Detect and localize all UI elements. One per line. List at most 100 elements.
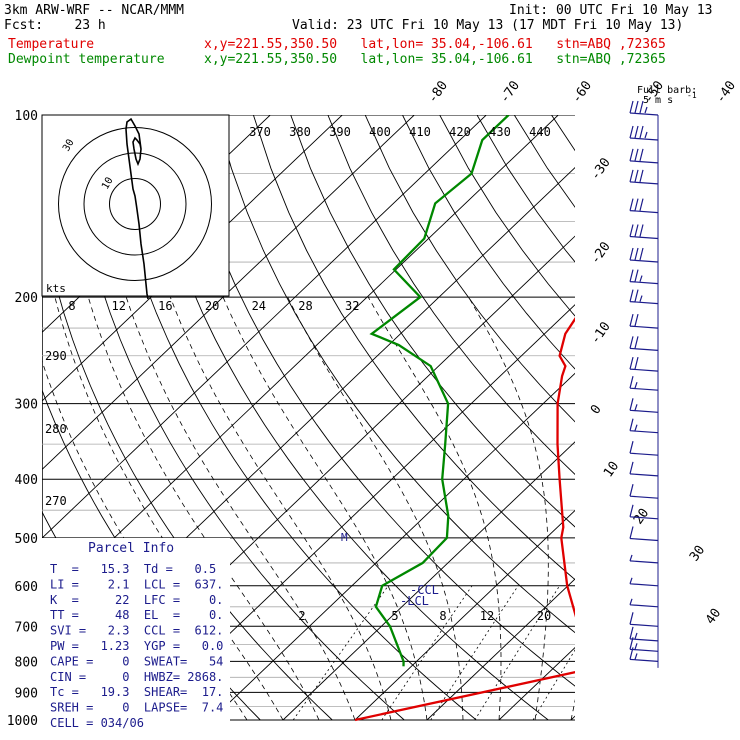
isotherm <box>570 715 575 721</box>
pressure-label: 1000 <box>7 714 38 729</box>
wind-barbs <box>629 100 659 668</box>
pressure-label: 100 <box>15 109 38 124</box>
parcel-info-row: PW = 1.23 YGP = 0.0 <box>50 639 223 653</box>
parcel-info-row: LI = 2.1 LCL = 637. <box>50 577 223 591</box>
theta-label: 390 <box>329 125 351 139</box>
mixing-ratio-line <box>381 585 473 721</box>
pressure-label: 500 <box>15 532 38 547</box>
parcel-info-row: SREH = 0 LAPSE= 7.4 <box>50 701 223 715</box>
isotherm <box>210 372 575 721</box>
isotherm-label: -10 <box>588 319 614 347</box>
mixing-ratio-label: 5 <box>391 609 398 623</box>
model-title: 3km ARW-WRF -- NCAR/MMM <box>4 3 185 18</box>
theta-label: 370 <box>249 125 271 139</box>
wind-barb <box>629 637 659 652</box>
hodograph-box <box>41 114 230 297</box>
isotherm-label: -30 <box>588 155 614 183</box>
wind-barb <box>629 313 659 329</box>
theta-label: 440 <box>529 125 551 139</box>
hodograph-ring <box>109 178 161 230</box>
pressure-label: 600 <box>15 580 38 595</box>
barb-legend-title: Full barb: <box>637 85 697 96</box>
dry-adiabat <box>626 115 740 720</box>
dewpoint-trace <box>369 115 510 667</box>
barb-legend-units: -1 <box>687 91 697 100</box>
isotherm-label: -60 <box>569 78 595 106</box>
dry-adiabat <box>290 115 575 528</box>
wind-barb <box>629 461 659 477</box>
moist-adiabat <box>87 296 320 721</box>
temperature-legend: Temperature <box>8 37 95 52</box>
parcel-info-row: Tc = 19.3 SHEAR= 17. <box>50 685 223 699</box>
dry-adiabat <box>589 115 740 720</box>
dry-adiabat <box>513 115 575 208</box>
theta-label: 380 <box>289 125 311 139</box>
wind-barb <box>629 418 659 434</box>
theta-label: 280 <box>45 422 67 436</box>
wind-barb <box>629 577 659 587</box>
wind-barb <box>629 598 659 608</box>
wind-barb <box>629 356 659 372</box>
dry-adiabat <box>439 115 575 317</box>
isotherm <box>42 115 487 539</box>
parcel-info-row: CAPE = 0 SWEAT= 54 <box>50 654 223 668</box>
dry-adiabat <box>178 115 575 687</box>
parcel-info-row: CELL = 034/06 <box>50 716 144 730</box>
theta-label: 400 <box>369 125 391 139</box>
dewpoint-location: x,y=221.55,350.50 lat,lon= 35.04,-106.61… <box>204 52 666 67</box>
pressure-label: 800 <box>15 655 38 670</box>
hodograph-speed-label: 32 <box>345 299 359 313</box>
isotherm <box>354 509 575 721</box>
theta-label: 290 <box>45 349 67 363</box>
parcel-info-box: Parcel Info T = 15.3 Td = 0.5LI = 2.1 LCL… <box>42 538 230 730</box>
hodograph-speed-label: 24 <box>252 299 266 313</box>
isotherm <box>282 441 575 721</box>
isotherm-label: 20 <box>631 506 652 527</box>
temperature-trace <box>354 317 575 722</box>
wind-barb <box>629 198 659 214</box>
isotherm-label: 0 <box>588 402 605 417</box>
pressure-label: 400 <box>15 473 38 488</box>
hodograph-speed-label: 12 <box>111 299 125 313</box>
parcel-info-row: T = 15.3 Td = 0.5 <box>50 562 216 576</box>
isotherm-label: -20 <box>588 239 614 267</box>
forecast-hour: Fcst: 23 h <box>4 18 106 33</box>
dry-adiabat <box>215 115 575 634</box>
parcel-level-marker: M <box>341 531 348 544</box>
hodograph-speed-label: 20 <box>205 299 219 313</box>
pressure-label: 900 <box>15 686 38 701</box>
isotherm-label: -80 <box>425 78 451 106</box>
hodograph-ring-label: 10 <box>100 176 116 192</box>
isotherm <box>42 115 343 402</box>
mixing-ratio-line <box>292 585 389 721</box>
wind-barb <box>629 376 659 391</box>
mixing-ratio-label: 2 <box>298 609 305 623</box>
moist-adiabat <box>125 296 356 721</box>
pressure-label: 700 <box>15 620 38 635</box>
moist-adiabat <box>570 698 575 721</box>
wind-barb <box>629 247 659 263</box>
moist-adiabat <box>468 296 549 721</box>
dry-adiabat <box>701 115 740 720</box>
hodograph-ring-label: 30 <box>61 138 77 154</box>
parcel-info-row: TT = 48 EL = 0. <box>50 608 223 622</box>
parcel-info-background <box>42 538 230 729</box>
isotherm-label: 40 <box>703 606 724 627</box>
sounding-traces <box>354 115 575 722</box>
theta-label: 410 <box>409 125 431 139</box>
parcel-info-title: Parcel Info <box>88 541 174 556</box>
mixing-ratio-label: 12 <box>480 609 494 623</box>
hodograph-speed-label: 28 <box>298 299 312 313</box>
wind-barb <box>629 554 659 564</box>
dry-adiabat <box>402 115 575 370</box>
wind-barb <box>629 289 659 305</box>
wind-barb <box>629 148 659 164</box>
wind-barb <box>629 647 659 662</box>
pressure-label: 200 <box>15 291 38 306</box>
parcel-info-row: CIN = 0 HWBZ= 2868. <box>50 670 223 684</box>
moist-adiabat <box>169 296 392 721</box>
isotherm <box>426 578 575 721</box>
wind-barb <box>629 526 659 542</box>
dry-adiabat <box>252 115 575 581</box>
